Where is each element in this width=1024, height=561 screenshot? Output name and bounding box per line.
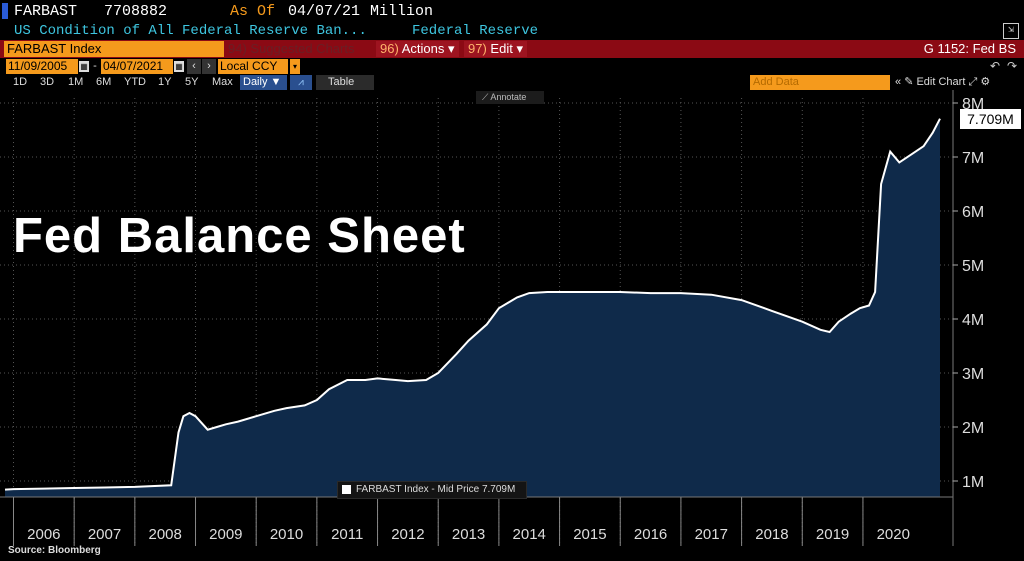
security-header: FARBAST 7708882 As Of 04/07/21 Million — [0, 0, 1024, 22]
x-tick-label: 2019 — [816, 526, 849, 543]
as-of-label: As Of — [230, 3, 276, 20]
period-5y[interactable]: 5Y — [185, 76, 199, 88]
period-max[interactable]: Max — [212, 76, 233, 88]
x-tick-label: 2017 — [695, 526, 728, 543]
x-tick-label: 2011 — [331, 526, 363, 543]
balance-sheet-chart[interactable]: 1M 2M 3M 4M 5M 6M 7M 8M 2006 2007 2008 2009 2010 201… — [0, 90, 1024, 548]
period-bar: 1D 3D 1M 6M YTD 1Y 5Y Max Daily ▼ ⩘ Tabl… — [0, 75, 1024, 90]
security-description: US Condition of All Federal Reserve Ban.… — [14, 23, 367, 39]
table-button[interactable]: Table — [316, 75, 374, 90]
chevron-left-icon[interactable]: ‹ — [187, 59, 201, 74]
annotate-button[interactable]: ⟋ Annotate — [476, 91, 544, 104]
pencil-icon: ⟋ — [482, 92, 489, 102]
annotate-label: Annotate — [490, 92, 527, 102]
current-value: 7708882 — [104, 3, 168, 20]
period-1m[interactable]: 1M — [68, 76, 84, 88]
add-data-input[interactable]: Add Data — [750, 75, 890, 90]
y-tick-label: 8M — [962, 96, 984, 113]
last-value-tag: 7.709M — [960, 109, 1021, 129]
frequency-label: Daily — [243, 76, 268, 88]
header-marker — [2, 3, 8, 19]
date-dash: - — [93, 60, 97, 72]
edit-chart-button[interactable]: « ✎ Edit Chart ⤢ ⚙ — [895, 75, 990, 90]
command-bar: FARBAST Index 94) Suggested Charts 96) A… — [0, 40, 1024, 58]
x-axis: 2006 2007 2008 2009 2010 2011 2012 2013 2014 2015… — [12, 497, 910, 546]
x-tick-label: 2013 — [452, 526, 485, 543]
calendar-icon[interactable]: ▦ — [79, 61, 89, 72]
x-tick-label: 2016 — [634, 526, 667, 543]
period-ytd[interactable]: YTD — [124, 76, 146, 88]
x-tick-label: 2006 — [27, 526, 60, 543]
series-area — [5, 118, 940, 497]
x-tick-label: 2020 — [877, 526, 910, 543]
x-tick-label: 2014 — [513, 526, 546, 543]
source-footnote: Source: Bloomberg — [8, 545, 101, 556]
source-name: Federal Reserve — [412, 23, 539, 39]
security-input[interactable]: FARBAST Index — [4, 41, 224, 57]
x-tick-label: 2012 — [391, 526, 424, 543]
suggested-charts-button[interactable]: 94) Suggested Charts — [228, 41, 355, 56]
overlay-title: Fed Balance Sheet — [13, 209, 466, 263]
period-1d[interactable]: 1D — [13, 76, 28, 88]
y-tick-label: 7M — [962, 150, 984, 167]
redo-icon[interactable]: ↷ — [1007, 59, 1018, 73]
double-chevron-left-icon: « — [895, 76, 902, 88]
edit-chart-label: Edit Chart — [916, 76, 966, 88]
x-tick-label: 2009 — [209, 526, 242, 543]
ticker-label[interactable]: FARBAST — [14, 3, 78, 20]
description-row: US Condition of All Federal Reserve Ban.… — [0, 22, 1024, 40]
series-line — [4, 118, 941, 491]
edit-menu[interactable]: 97) Edit ▾ — [464, 41, 527, 57]
x-tick-label: 2018 — [755, 526, 788, 543]
legend-label: FARBAST Index - Mid Price 7.709M — [356, 484, 516, 495]
y-tick-label: 6M — [962, 204, 984, 221]
end-date-field[interactable]: 04/07/2021 — [101, 59, 173, 74]
date-range-row: 11/09/2005 ▦ - 04/07/2021 ▦ ‹ › Local CC… — [0, 59, 1024, 74]
as-of-date: 04/07/21 — [288, 3, 361, 20]
x-tick-label: 2015 — [573, 526, 606, 543]
y-axis: 1M 2M 3M 4M 5M 6M 7M 8M — [953, 96, 984, 491]
actions-label: Actions — [401, 41, 445, 56]
undo-icon[interactable]: ↶ — [990, 59, 1001, 73]
actions-number: 96) — [380, 41, 399, 56]
y-tick-label: 3M — [962, 366, 984, 383]
x-tick-label: 2010 — [270, 526, 303, 543]
popout-icon[interactable]: ⇲ — [1003, 23, 1019, 39]
actions-menu[interactable]: 96) Actions ▾ — [376, 41, 459, 57]
calendar-icon[interactable]: ▦ — [174, 61, 184, 72]
currency-select[interactable]: Local CCY — [218, 59, 288, 74]
y-tick-label: 2M — [962, 420, 984, 437]
chevron-right-icon[interactable]: › — [202, 59, 216, 74]
chart-legend[interactable]: FARBAST Index - Mid Price 7.709M — [337, 481, 527, 499]
pencil-icon: ✎ — [904, 76, 914, 88]
x-tick-label: 2007 — [88, 526, 121, 543]
start-date-field[interactable]: 11/09/2005 — [6, 59, 78, 74]
legend-swatch — [342, 485, 351, 494]
edit-label: Edit — [490, 41, 513, 56]
unit-label: Million — [370, 3, 434, 20]
chevron-down-icon[interactable]: ▾ — [290, 59, 300, 74]
frequency-select[interactable]: Daily ▼ — [240, 75, 287, 90]
gear-icon[interactable]: ⚙ — [980, 76, 991, 88]
y-tick-label: 5M — [962, 258, 984, 275]
period-1y[interactable]: 1Y — [158, 76, 172, 88]
function-code: G 1152: Fed BS — [923, 41, 1016, 56]
expand-icon[interactable]: ⤢ — [968, 76, 978, 88]
chevron-down-icon: ▾ — [447, 41, 455, 56]
y-tick-label: 4M — [962, 312, 984, 329]
x-tick-label: 2008 — [148, 526, 181, 543]
y-tick-label: 1M — [962, 474, 984, 491]
chevron-down-icon: ▼ — [270, 76, 282, 88]
chevron-down-icon: ▾ — [516, 41, 523, 56]
line-chart-icon[interactable]: ⩘ — [290, 75, 312, 90]
period-6m[interactable]: 6M — [96, 76, 112, 88]
edit-number: 97) — [468, 41, 487, 56]
period-3d[interactable]: 3D — [40, 76, 55, 88]
